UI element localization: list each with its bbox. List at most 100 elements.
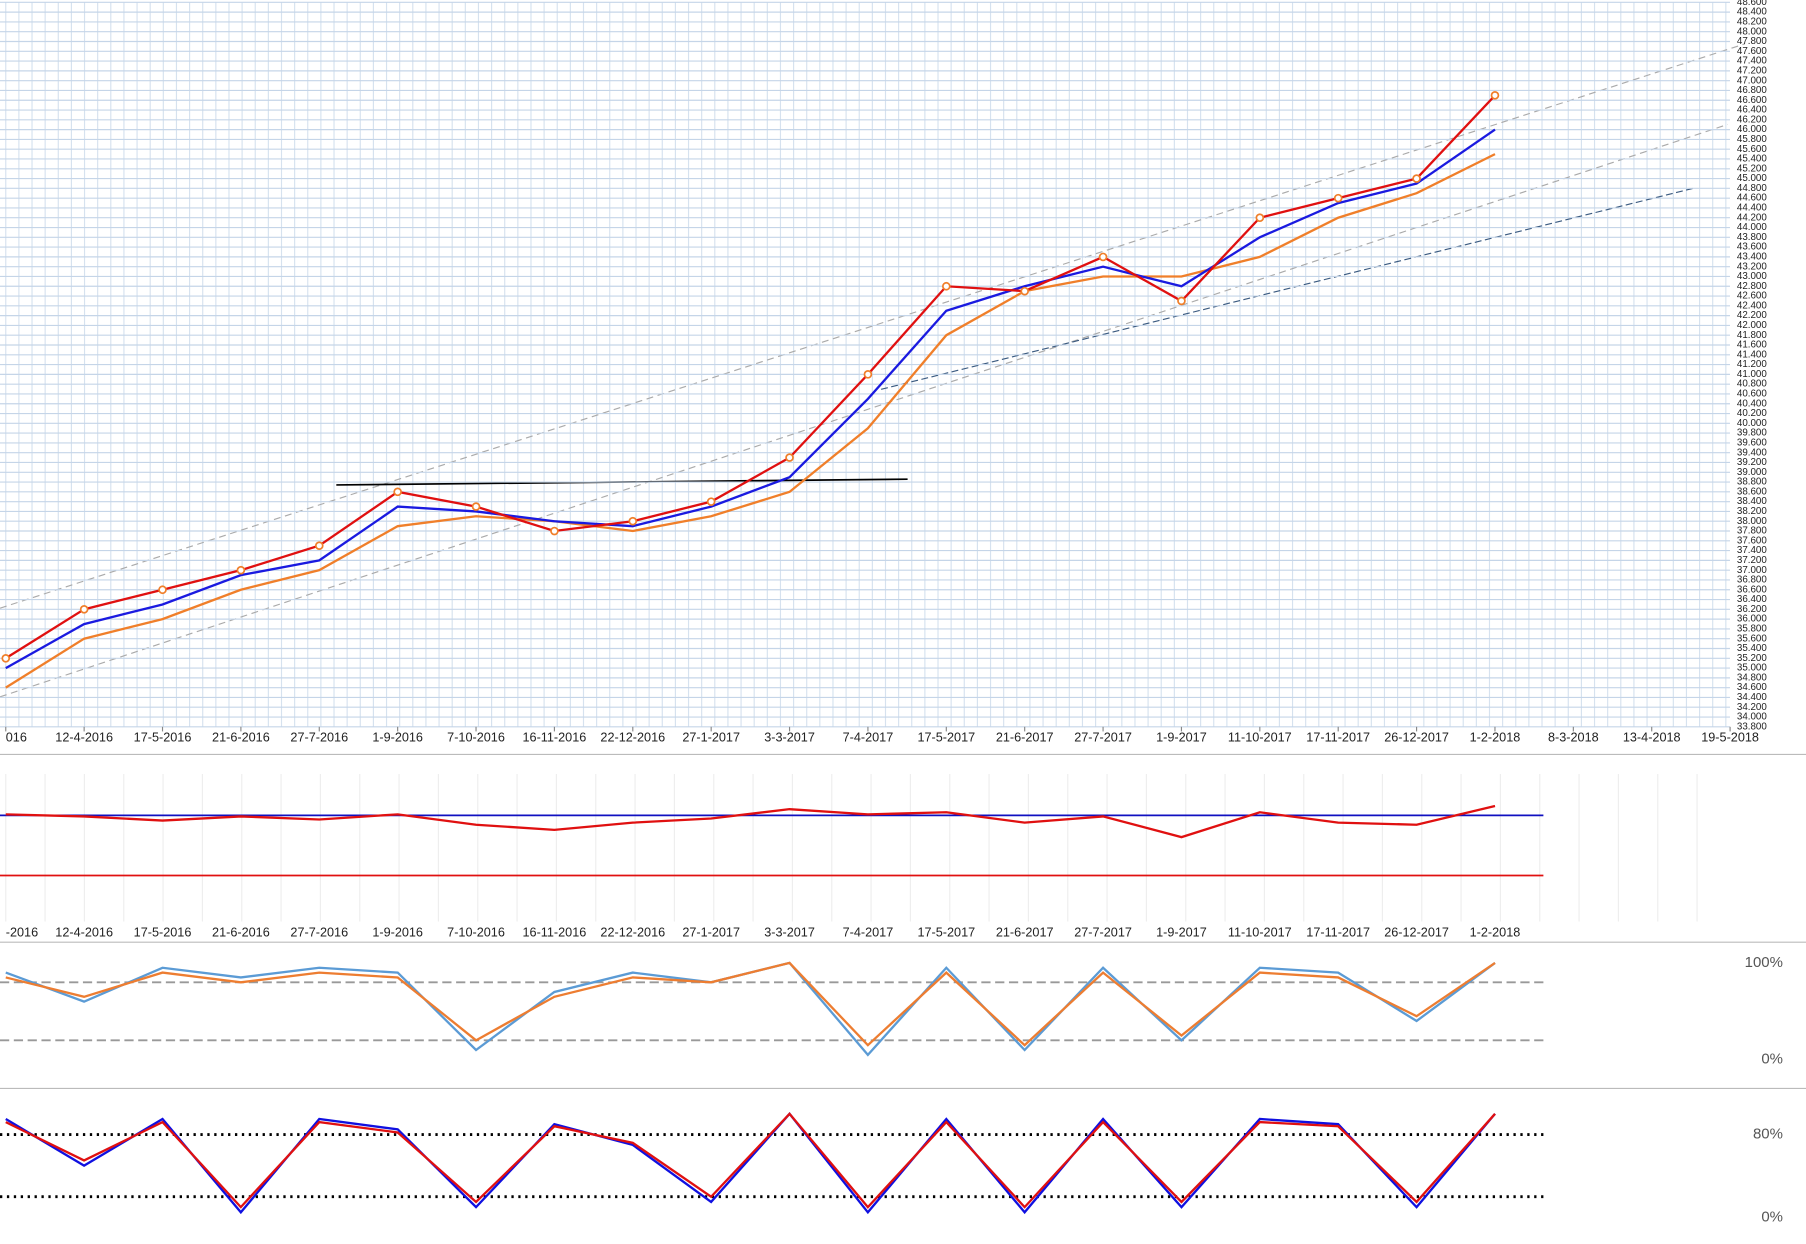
y-tick-label: 44.400 [1737,203,1767,214]
y-tick-label: 37.800 [1737,526,1767,537]
y-tick-label: 40.600 [1737,389,1767,400]
price-dot [1,653,11,663]
x-tick-label: 27-7-2017 [1074,925,1132,939]
y-tick-label: 42.400 [1737,300,1767,311]
price-dot [1333,193,1343,203]
y-tick-label: 36.000 [1737,614,1767,625]
y-tick-label: 39.800 [1737,428,1767,439]
price-dot [1255,213,1265,223]
x-tick-label: 22-12-2016 [600,925,665,939]
x-tick-label: 1-9-2017 [1156,731,1207,745]
y-tick-label: 42.800 [1737,281,1767,292]
y-tick-label: 47.600 [1737,46,1767,57]
y-tick-label: 48.200 [1737,17,1767,28]
x-tick-label: 7-10-2016 [447,925,505,939]
x-tick-label: 12-4-2016 [55,731,113,745]
series-line [5,1112,1496,1209]
y-tick-label: 41.400 [1737,349,1767,360]
y-tick-label: 45.200 [1737,163,1767,174]
x-tick-label: 17-11-2017 [1306,925,1370,939]
y-tick-label: 100% [1745,954,1783,971]
price-dot [1098,252,1108,262]
y-tick-label: 33.800 [1737,721,1767,732]
series-line [5,961,1496,1047]
y-tick-label: 37.600 [1737,535,1767,546]
y-tick-label: 43.400 [1737,251,1767,262]
y-tick-label: 46.400 [1737,105,1767,116]
y-tick-label: 35.800 [1737,624,1767,635]
x-tick-label: 17-5-2017 [917,731,975,745]
x-tick-label: 27-7-2017 [1074,731,1132,745]
y-tick-label: 45.800 [1737,134,1767,145]
y-tick-label: 34.600 [1737,682,1767,693]
y-tick-label: 40.200 [1737,408,1767,419]
price-dot [1412,174,1421,183]
y-tick-label: 43.600 [1737,242,1767,253]
x-tick-label: 16-11-2016 [523,925,587,939]
x-tick-label: 7-10-2016 [447,731,505,745]
y-tick-label: 36.400 [1737,594,1767,605]
x-tick-label: 21-6-2017 [996,731,1054,745]
y-tick-label: 39.200 [1737,457,1767,468]
y-tick-label: 48.600 [1737,0,1767,8]
y-tick-label: 45.000 [1737,173,1767,184]
y-tick-label: 35.400 [1737,643,1767,654]
x-tick-label: 27-7-2016 [290,925,348,939]
x-tick-label: 11-10-2017 [1228,925,1292,939]
series-line [5,1112,1496,1215]
y-tick-label: 39.400 [1737,447,1767,458]
y-tick-label: 36.800 [1737,575,1767,586]
x-tick-label: 3-3-2017 [764,731,815,745]
y-tick-label: 45.400 [1737,154,1767,165]
support-line [880,187,1696,390]
x-tick-label: 17-5-2016 [134,731,192,745]
y-tick-label: 37.000 [1737,565,1767,576]
price-dot [550,526,559,536]
y-tick-label: 48.400 [1737,7,1767,18]
price-dot [393,487,402,497]
x-tick-label: 27-1-2017 [682,925,740,939]
y-tick-label: 34.800 [1737,672,1767,683]
y-tick-label: 47.200 [1737,65,1767,76]
x-tick-label: 12-4-2016 [55,925,113,939]
series-line [5,128,1496,670]
y-tick-label: 38.800 [1737,477,1767,488]
y-tick-label: 38.400 [1737,496,1767,507]
y-tick-label: 47.000 [1737,75,1767,86]
y-tick-label: 44.000 [1737,222,1767,233]
y-tick-label: 41.600 [1737,340,1767,351]
y-tick-label: 41.200 [1737,359,1767,370]
y-tick-label: 35.000 [1737,663,1767,674]
series-line [5,94,1496,660]
x-tick-label: 1-9-2016 [372,731,423,745]
y-tick-label: 39.000 [1737,467,1767,478]
y-tick-label: 34.000 [1737,712,1767,723]
y-tick-label: 37.200 [1737,555,1767,566]
y-tick-label: 37.400 [1737,545,1767,556]
x-tick-label: 22-12-2016 [600,731,665,745]
price-dot [941,281,951,291]
y-tick-label: 39.600 [1737,437,1767,448]
price-dot [1490,91,1500,100]
x-tick-label: 13-4-2018 [1623,731,1681,745]
x-tick-label: 11-10-2017 [1228,731,1292,745]
price-dot [79,605,89,614]
y-tick-label: 43.000 [1737,271,1767,282]
y-tick-label: 35.200 [1737,653,1767,664]
y-tick-label: 47.400 [1737,56,1767,67]
price-dot [628,516,638,526]
y-tick-label: 44.200 [1737,212,1767,223]
y-tick-label: 42.000 [1737,320,1767,331]
x-tick-label: 19-5-2018 [1701,731,1759,745]
y-tick-label: 48.000 [1737,26,1767,37]
y-tick-label: 46.000 [1737,124,1767,135]
y-tick-label: 80% [1753,1125,1783,1142]
x-tick-label: 7-4-2017 [843,731,894,745]
y-tick-label: 42.600 [1737,291,1767,302]
y-tick-label: 38.200 [1737,506,1767,517]
x-tick-label: 17-5-2016 [134,925,192,939]
price-dot [1177,296,1186,306]
y-tick-label: 38.000 [1737,516,1767,527]
y-tick-label: 40.400 [1737,398,1767,409]
